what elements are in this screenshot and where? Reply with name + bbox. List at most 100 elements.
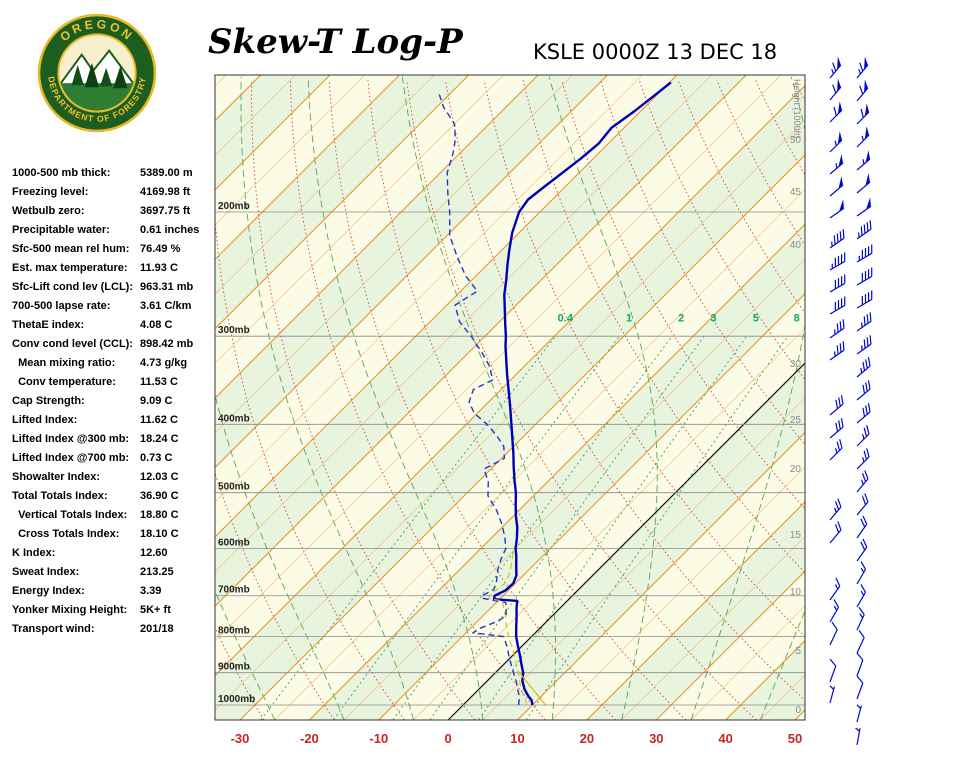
height-label: 10: [790, 587, 802, 598]
stat-label: 700-500 lapse rate:: [12, 300, 111, 312]
stat-label: Lifted Index @700 mb:: [12, 452, 130, 464]
stat-row: Showalter Index: 12.03 C: [12, 471, 217, 490]
wind-barb: [856, 126, 870, 148]
mixing-ratio-label: 8: [794, 313, 800, 325]
stat-row: Sfc-Lift cond lev (LCL): 963.31 mb: [12, 281, 217, 300]
wind-barb: [829, 176, 844, 197]
stat-label: Lifted Index:: [12, 414, 78, 426]
x-axis-tick-label: -20: [300, 731, 319, 746]
stat-label: Cross Totals Index:: [12, 528, 120, 540]
stat-value: 3.39: [140, 585, 162, 597]
stat-value: 3.61 C/km: [140, 300, 192, 312]
wind-barb: [829, 418, 844, 439]
wind-barb: [829, 229, 845, 249]
wind-barb: [829, 78, 842, 101]
wind-barb: [829, 658, 837, 683]
stat-label: Vertical Totals Index:: [12, 509, 128, 521]
stat-label: Conv cond level (CCL):: [12, 338, 134, 350]
stat-value: 4.08 C: [140, 319, 173, 331]
stat-value: 963.31 mb: [140, 281, 194, 293]
wind-barb: [829, 439, 843, 461]
stat-label: Cap Strength:: [12, 395, 85, 407]
logo-tree-icon: [100, 67, 113, 87]
stat-label: Yonker Mixing Height:: [12, 604, 128, 616]
wind-barb: [856, 244, 873, 263]
stat-value: 898.42 mb: [140, 338, 194, 350]
wind-barb: [829, 599, 840, 623]
height-label: 25: [790, 415, 802, 426]
wind-barb: [856, 103, 870, 125]
wind-barb: [856, 403, 871, 424]
pressure-lines: [215, 211, 805, 706]
logo-tree-icon: [113, 65, 128, 89]
dry-adiabats: [215, 79, 805, 720]
mixing-ratio-label: 1: [626, 313, 632, 325]
stat-row: Wetbulb zero: 3697.75 ft: [12, 205, 217, 224]
stat-row: Est. max temperature: 11.93 C: [12, 262, 217, 281]
stat-value: 76.49 %: [140, 243, 181, 255]
stat-label: Freezing level:: [12, 186, 89, 198]
stat-value: 3697.75 ft: [140, 205, 191, 217]
temperature-trace: [492, 81, 672, 706]
stat-row: Yonker Mixing Height: 5K+ ft: [12, 604, 217, 623]
stat-label: Precipitable water:: [12, 224, 110, 236]
height-label: 0: [795, 705, 801, 716]
wetbulb-trace: [488, 548, 528, 706]
mixing-ratio-label: 5: [753, 313, 759, 325]
wind-barb: [829, 521, 842, 544]
stat-label: Energy Index:: [12, 585, 85, 597]
stat-row: Mean mixing ratio: 4.73 g/kg: [12, 357, 217, 376]
stat-value: 5389.00 m: [140, 167, 193, 179]
stat-value: 36.90 C: [140, 490, 179, 502]
stat-value: 12.03 C: [140, 471, 179, 483]
wind-barb: [856, 515, 868, 539]
height-label: 40: [790, 240, 802, 251]
wind-barb: [856, 357, 871, 378]
wind-barb: [856, 267, 873, 286]
pressure-label: 900mb: [218, 662, 250, 673]
zero-isotherm: [447, 362, 805, 720]
stat-row: Total Totals Index: 36.90 C: [12, 490, 217, 509]
pressure-label: 200mb: [218, 201, 250, 212]
stat-value: 18.80 C: [140, 509, 179, 521]
wind-barb: [856, 470, 869, 493]
stat-value: 11.62 C: [140, 414, 178, 426]
pressure-label: 600mb: [218, 538, 250, 549]
pressure-label: 400mb: [218, 413, 250, 424]
stat-row: Conv temperature: 11.53 C: [12, 376, 217, 395]
wind-barb: [856, 312, 872, 332]
mixing-ratio-label: 2: [678, 313, 684, 325]
wind-barb: [856, 448, 870, 470]
wind-barb: [856, 380, 871, 401]
wind-barb: [856, 493, 869, 516]
wind-barb: [856, 290, 873, 309]
height-label: 45: [790, 187, 802, 198]
height-label: 15: [790, 530, 802, 541]
wind-barb: [829, 319, 845, 339]
height-label: 20: [790, 464, 802, 475]
station-datetime: KSLE 0000Z 13 DEC 18: [533, 40, 778, 64]
wind-barb: [856, 79, 869, 102]
wind-barb: [856, 425, 870, 447]
x-axis-tick-label: 10: [510, 731, 524, 746]
stat-row: Transport wind: 201/18: [12, 623, 217, 642]
logo-scene: [59, 48, 135, 111]
stat-row: Lifted Index @700 mb: 0.73 C: [12, 452, 217, 471]
plot-area: [215, 75, 805, 720]
wind-barb: [829, 296, 846, 315]
wind-barb: [829, 395, 844, 416]
height-label: 50: [790, 135, 802, 146]
wind-barb: [829, 131, 843, 153]
wind-barb: [856, 704, 862, 723]
pressure-label: 1000mb: [218, 694, 255, 705]
stat-value: 9.09 C: [140, 395, 173, 407]
stat-row: K Index: 12.60: [12, 547, 217, 566]
wind-barb: [829, 685, 835, 704]
stat-label: Sfc-Lift cond lev (LCL):: [12, 281, 133, 293]
stat-row: Vertical Totals Index: 18.80 C: [12, 509, 217, 528]
stat-value: 11.93 C: [140, 262, 178, 274]
stat-row: Conv cond level (CCL): 898.42 mb: [12, 338, 217, 357]
stat-row: 1000-500 mb thick: 5389.00 m: [12, 167, 217, 186]
wind-barb: [856, 220, 872, 240]
